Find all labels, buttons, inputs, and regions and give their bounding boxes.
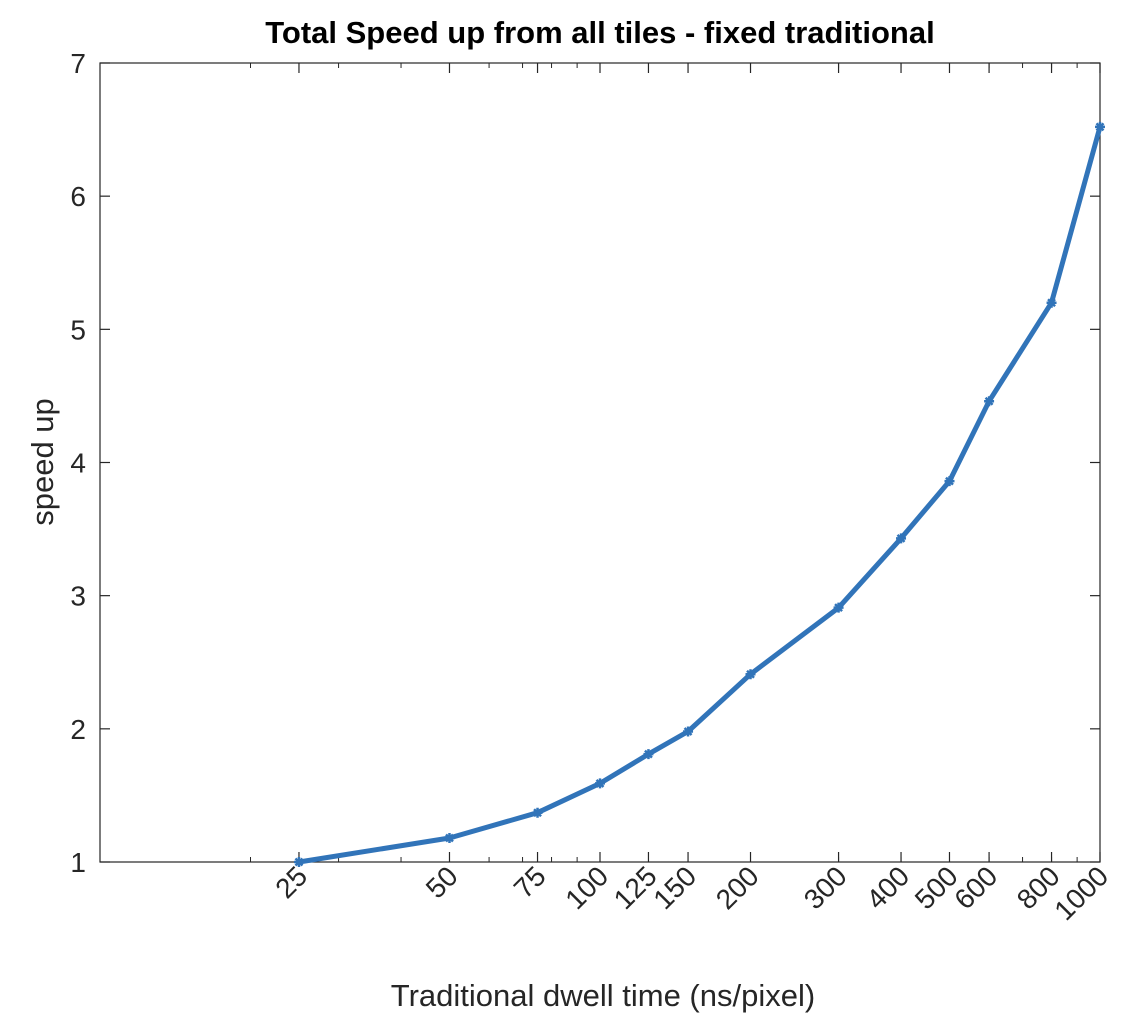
x-tick-label: 50 <box>420 860 464 904</box>
data-point-marker <box>984 396 995 407</box>
plot-frame <box>99 62 1101 863</box>
y-tick-label: 1 <box>70 847 86 878</box>
data-point-marker <box>833 602 844 613</box>
x-tick-label: 150 <box>647 860 702 915</box>
data-point-marker <box>293 857 304 867</box>
x-axis-label: Traditional dwell time (ns/pixel) <box>391 978 815 1013</box>
y-tick-label: 2 <box>70 714 86 745</box>
y-tick-label: 5 <box>70 314 86 345</box>
data-point-marker <box>532 807 543 818</box>
x-tick-label: 400 <box>860 860 915 915</box>
x-tick-label: 75 <box>508 860 552 904</box>
x-tick-label: 100 <box>559 860 614 915</box>
x-tick-label: 300 <box>798 860 853 915</box>
data-point-marker <box>1095 121 1105 132</box>
y-tick-label: 3 <box>70 581 86 612</box>
y-tick-label: 7 <box>70 48 86 79</box>
y-tick-label: 4 <box>70 448 86 479</box>
series-line <box>296 124 1103 865</box>
x-tick-label: 1000 <box>1048 860 1114 926</box>
data-point-marker <box>1046 297 1057 308</box>
x-tick-label: 25 <box>269 860 313 904</box>
x-tick-label: 200 <box>710 860 765 915</box>
x-tick-label: 600 <box>948 860 1003 915</box>
data-point-marker <box>896 533 907 544</box>
chart-title: Total Speed up from all tiles - fixed tr… <box>265 15 934 50</box>
data-point-marker <box>745 669 756 680</box>
y-tick-label: 6 <box>70 181 86 212</box>
data-point-marker <box>643 749 654 760</box>
data-point-marker <box>683 726 694 737</box>
data-point-marker <box>595 778 605 789</box>
y-axis-label: speed up <box>25 398 60 526</box>
data-point-marker <box>944 476 955 487</box>
data-point-marker <box>444 833 455 844</box>
